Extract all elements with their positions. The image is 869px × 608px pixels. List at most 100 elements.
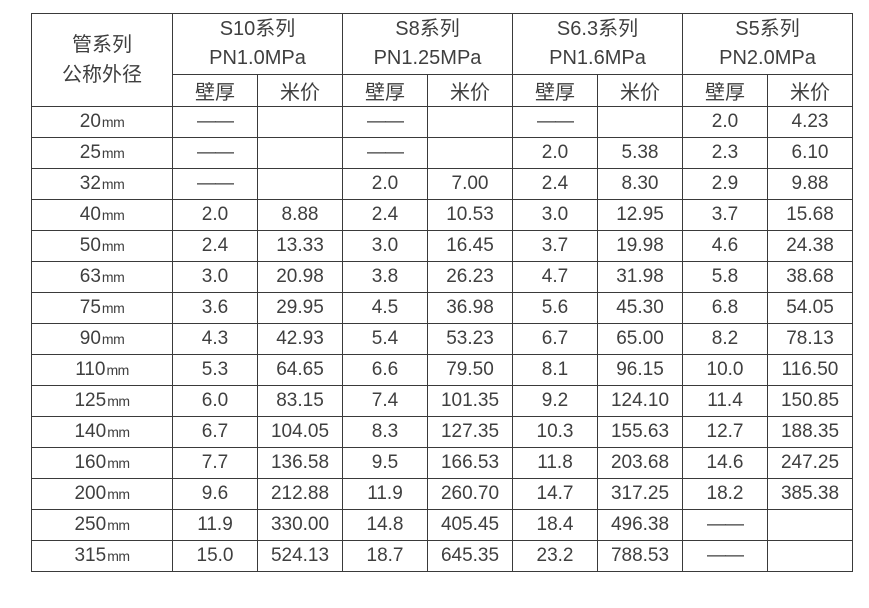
- price-cell: 104.05: [257, 416, 343, 448]
- size-unit: mm: [101, 331, 125, 347]
- price-cell: 150.85: [767, 385, 853, 417]
- corner-header: 管系列 公称外径: [31, 13, 173, 107]
- table-row: 50mm 2.4 13.33 3.0 16.45 3.7 19.98 4.6 24.38: [31, 230, 853, 262]
- subheader-price-s6-3: 米价: [597, 74, 683, 107]
- size-unit: mm: [107, 486, 130, 502]
- subheader-thickness-s8: 壁厚: [342, 74, 428, 107]
- table-row: 40mm 2.0 8.88 2.4 10.53 3.0 12.95 3.7 15.68: [31, 199, 853, 231]
- table-row: 25mm —— —— 2.0 5.38 2.3 6.10: [31, 137, 853, 169]
- price-cell: 260.70: [427, 478, 513, 510]
- thickness-cell: 2.0: [342, 168, 428, 200]
- size-cell: 40mm: [31, 199, 173, 231]
- price-cell: 212.88: [257, 478, 343, 510]
- price-cell: 65.00: [597, 323, 683, 355]
- size-cell: 25mm: [31, 137, 173, 169]
- size-cell: 63mm: [31, 261, 173, 293]
- corner-header-line2: 公称外径: [62, 64, 142, 86]
- thickness-cell: 5.8: [682, 261, 768, 293]
- size-cell: 75mm: [31, 292, 173, 324]
- thickness-cell: 11.8: [512, 447, 598, 479]
- series-header-s10: S10系列 PN1.0MPa: [172, 13, 343, 75]
- size-cell: 110mm: [31, 354, 173, 386]
- price-cell: [427, 137, 513, 169]
- thickness-cell: 7.7: [172, 447, 258, 479]
- price-cell: 24.38: [767, 230, 853, 262]
- table-row: 63mm 3.0 20.98 3.8 26.23 4.7 31.98 5.8 38.68: [31, 261, 853, 293]
- price-cell: 10.53: [427, 199, 513, 231]
- thickness-cell: 2.0: [682, 106, 768, 138]
- thickness-cell: 11.9: [342, 478, 428, 510]
- thickness-cell: 14.8: [342, 509, 428, 541]
- price-cell: 42.93: [257, 323, 343, 355]
- thickness-cell: 8.1: [512, 354, 598, 386]
- thickness-cell: 9.2: [512, 385, 598, 417]
- thickness-cell: 18.2: [682, 478, 768, 510]
- price-cell: 136.58: [257, 447, 343, 479]
- price-cell: 166.53: [427, 447, 513, 479]
- series-pressure: PN1.25MPa: [373, 47, 482, 69]
- thickness-cell: 3.0: [342, 230, 428, 262]
- thickness-cell: 12.7: [682, 416, 768, 448]
- size-cell: 140mm: [31, 416, 173, 448]
- price-cell: 524.13: [257, 540, 343, 572]
- series-pressure: PN2.0MPa: [719, 47, 816, 69]
- size-value: 315: [74, 545, 107, 566]
- price-cell: [257, 137, 343, 169]
- price-cell: 101.35: [427, 385, 513, 417]
- price-cell: 385.38: [767, 478, 853, 510]
- size-value: 160: [74, 452, 107, 473]
- thickness-cell: 18.7: [342, 540, 428, 572]
- price-cell: 13.33: [257, 230, 343, 262]
- pipe-price-table: 管系列 公称外径 S10系列 PN1.0MPa S8系列 PN1.25MPa S…: [31, 13, 853, 572]
- subheader-thickness-s10: 壁厚: [172, 74, 258, 107]
- price-cell: 29.95: [257, 292, 343, 324]
- size-unit: mm: [107, 455, 130, 471]
- price-cell: 19.98: [597, 230, 683, 262]
- corner-header-line1: 管系列: [72, 34, 132, 56]
- subheader-price-s10: 米价: [257, 74, 343, 107]
- price-cell: 16.45: [427, 230, 513, 262]
- subheader-thickness-s6-3: 壁厚: [512, 74, 598, 107]
- thickness-cell: 18.4: [512, 509, 598, 541]
- thickness-cell: 10.0: [682, 354, 768, 386]
- price-cell: 788.53: [597, 540, 683, 572]
- thickness-cell: 3.0: [512, 199, 598, 231]
- thickness-cell: 10.3: [512, 416, 598, 448]
- subheader-thickness-s5: 壁厚: [682, 74, 768, 107]
- size-unit: mm: [107, 548, 130, 564]
- series-name: S8系列: [395, 18, 460, 40]
- series-name: S5系列: [735, 18, 800, 40]
- thickness-cell: 6.8: [682, 292, 768, 324]
- thickness-cell: 8.2: [682, 323, 768, 355]
- size-unit: mm: [107, 424, 130, 440]
- thickness-cell: 7.4: [342, 385, 428, 417]
- table-row: 315mm 15.0 524.13 18.7 645.35 23.2 788.53 ——: [31, 540, 853, 572]
- price-cell: [597, 106, 683, 138]
- size-cell: 32mm: [31, 168, 173, 200]
- price-cell: 317.25: [597, 478, 683, 510]
- thickness-cell: 3.7: [512, 230, 598, 262]
- thickness-cell: 4.6: [682, 230, 768, 262]
- price-cell: [767, 540, 853, 572]
- header-row-series: 管系列 公称外径 S10系列 PN1.0MPa S8系列 PN1.25MPa S…: [31, 13, 853, 107]
- table-row: 75mm 3.6 29.95 4.5 36.98 5.6 45.30 6.8 54.05: [31, 292, 853, 324]
- size-value: 110: [75, 359, 106, 380]
- price-cell: 6.10: [767, 137, 853, 169]
- size-unit: mm: [101, 300, 125, 316]
- thickness-cell: 5.3: [172, 354, 258, 386]
- thickness-cell: 6.0: [172, 385, 258, 417]
- thickness-cell: 4.3: [172, 323, 258, 355]
- size-unit: mm: [101, 145, 125, 161]
- thickness-cell: 6.6: [342, 354, 428, 386]
- thickness-cell: 5.4: [342, 323, 428, 355]
- price-cell: 155.63: [597, 416, 683, 448]
- series-name: S10系列: [219, 18, 296, 40]
- price-cell: 36.98: [427, 292, 513, 324]
- thickness-cell: 9.6: [172, 478, 258, 510]
- price-cell: 96.15: [597, 354, 683, 386]
- price-cell: 79.50: [427, 354, 513, 386]
- price-cell: 8.88: [257, 199, 343, 231]
- thickness-cell: ——: [172, 168, 258, 200]
- series-header-s8: S8系列 PN1.25MPa: [342, 13, 513, 75]
- thickness-cell: 2.4: [342, 199, 428, 231]
